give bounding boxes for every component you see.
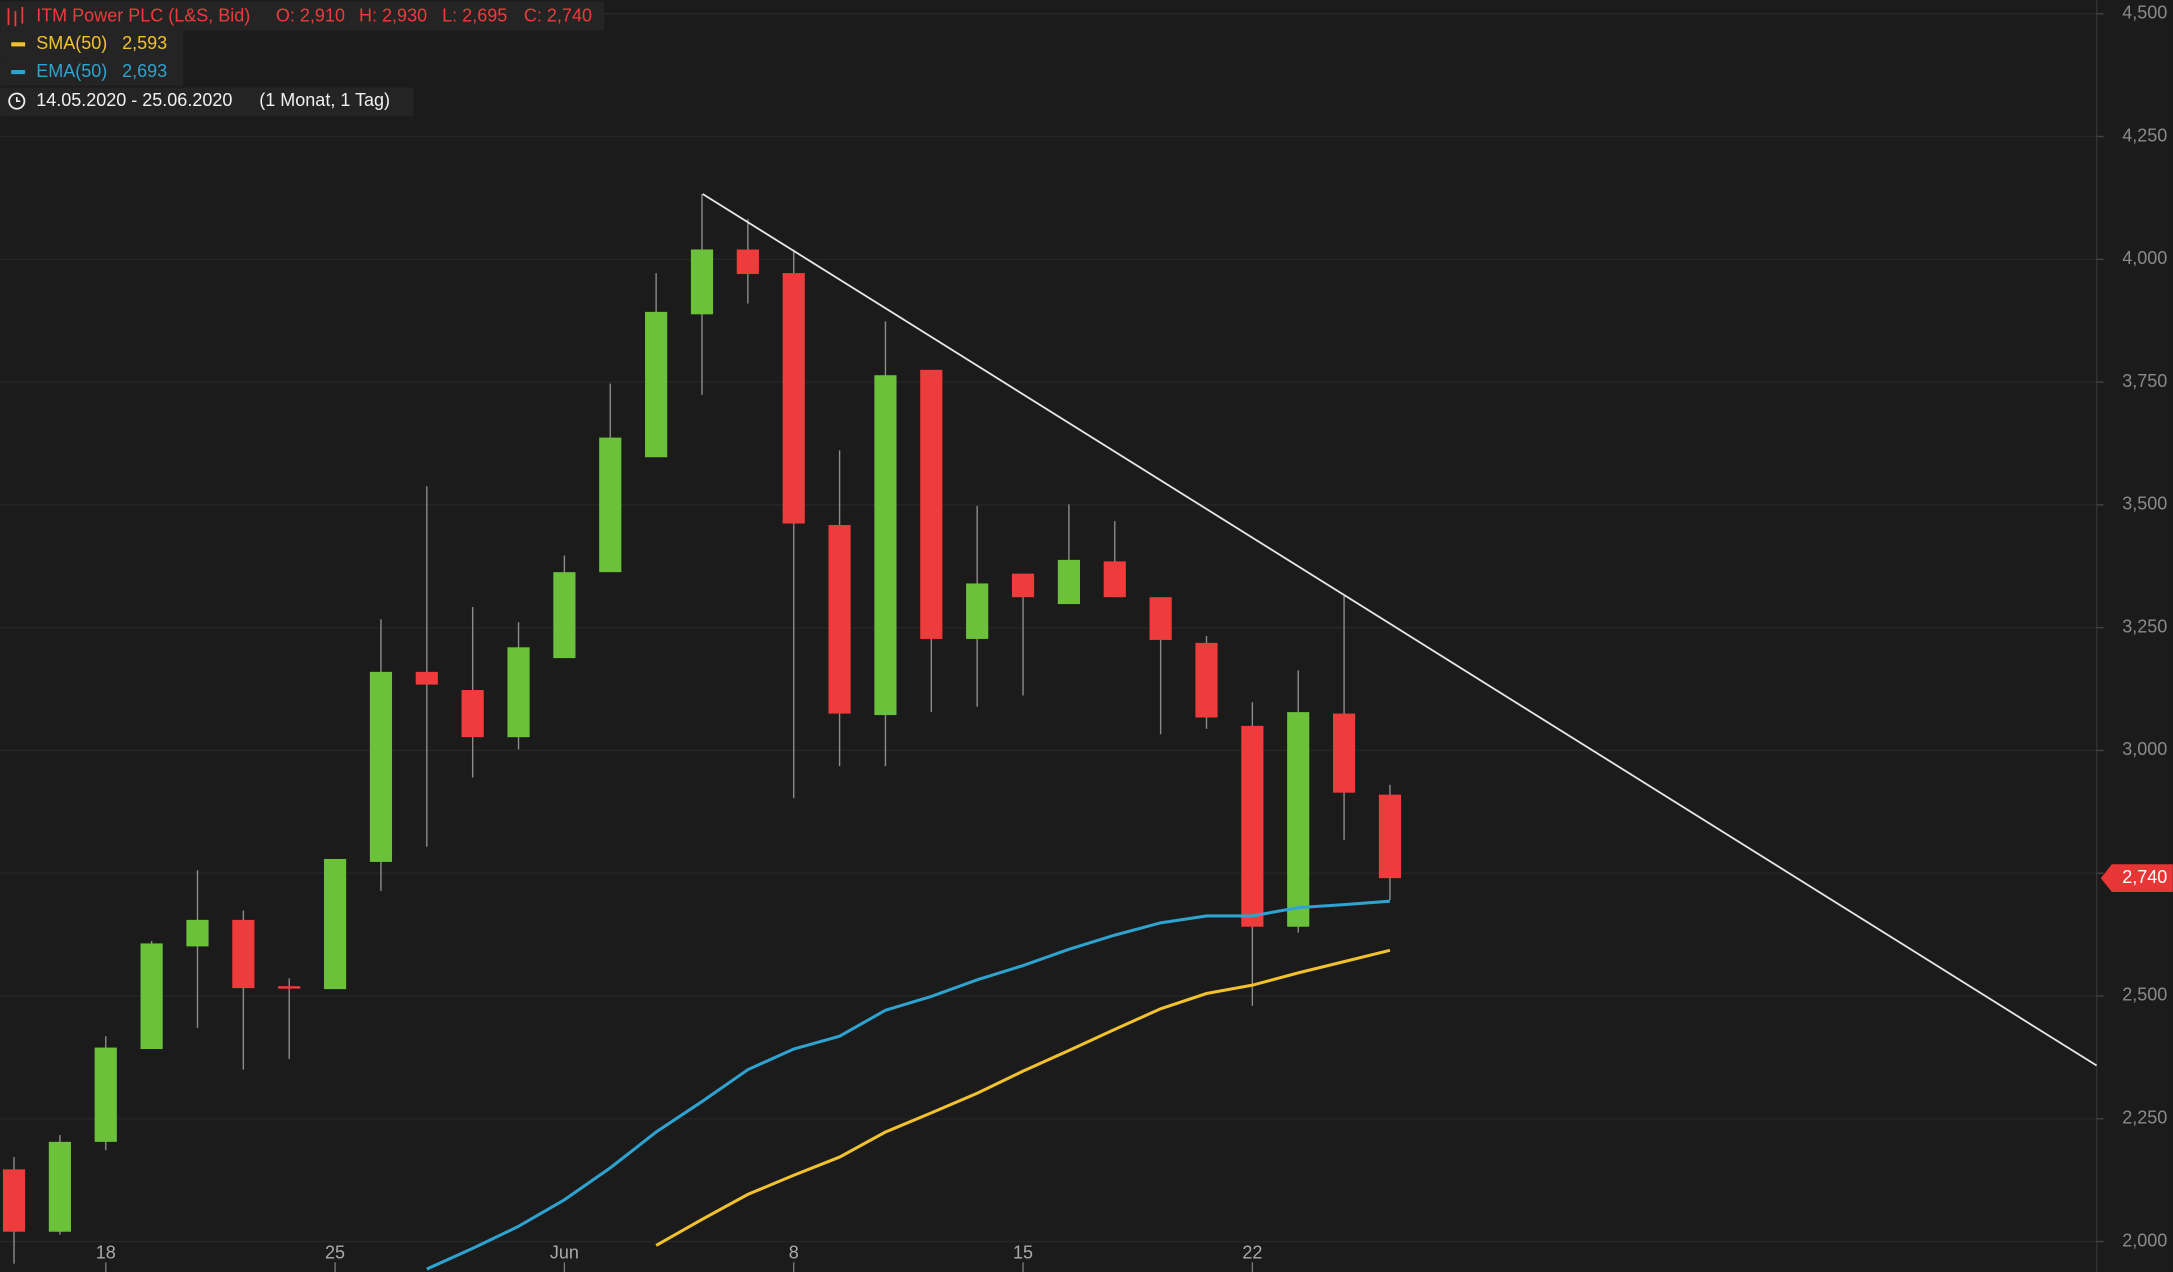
y-tick-label: 3,000 — [2122, 739, 2167, 759]
candle-body — [736, 249, 759, 275]
legend-swatch — [11, 42, 26, 47]
indicator-line — [655, 948, 1391, 1247]
indicator-line — [426, 899, 1391, 1271]
candle-body — [1287, 712, 1310, 927]
candle-body — [48, 1141, 71, 1232]
ohlc-label: C: 2,740 — [524, 5, 592, 25]
candle-body — [645, 311, 668, 458]
y-axis: 2,0002,2502,5002,7503,0003,2503,5003,750… — [2096, 3, 2173, 1250]
candle-body — [232, 919, 255, 989]
candle-body — [828, 525, 851, 714]
y-tick-label: 3,750 — [2122, 371, 2167, 391]
x-tick-label: Jun — [550, 1243, 579, 1263]
ohlc-icon — [7, 6, 24, 27]
candle-body — [1057, 559, 1080, 605]
legend-name: SMA(50) — [36, 33, 107, 53]
x-tick-label: 18 — [96, 1243, 116, 1263]
y-tick-label: 4,500 — [2122, 3, 2167, 23]
date-bg — [0, 87, 414, 117]
date-info: 14.05.2020 - 25.06.2020 (1 Monat, 1 Tag) — [36, 90, 390, 110]
candle-body — [1378, 794, 1402, 879]
candle-body — [507, 647, 530, 738]
candle-body — [461, 690, 484, 738]
header-bg — [0, 1, 605, 31]
ohlc-label: O: 2,910 — [276, 5, 345, 25]
candle-body — [966, 583, 989, 639]
candle-body — [278, 986, 301, 989]
candle-body — [2, 1169, 26, 1232]
candle-body — [323, 858, 347, 990]
x-tick-label: 25 — [325, 1243, 345, 1263]
date-range: 14.05.2020 - 25.06.2020 — [36, 90, 232, 110]
y-tick-label: 4,250 — [2122, 125, 2167, 145]
candle-body — [1333, 713, 1356, 793]
candle-body — [1241, 725, 1264, 927]
clock-icon — [8, 92, 26, 110]
y-tick-label: 2,500 — [2122, 985, 2167, 1005]
candle-body — [94, 1047, 117, 1142]
y-tick-label: 4,000 — [2122, 248, 2167, 268]
candle-body — [782, 273, 805, 524]
interval: (1 Monat, 1 Tag) — [259, 90, 390, 110]
ohlc-label: L: 2,695 — [442, 5, 507, 25]
x-tick-label: 8 — [789, 1243, 799, 1263]
y-tick-label: 2,250 — [2122, 1108, 2167, 1128]
candle-body — [1149, 597, 1172, 640]
y-tick-label: 3,500 — [2122, 494, 2167, 514]
y-tick-label: 3,250 — [2122, 616, 2167, 636]
candle-body — [1195, 642, 1218, 718]
ohlc-label: H: 2,930 — [359, 5, 427, 25]
legend-bg — [0, 58, 184, 86]
price-tag-label: 2,740 — [2122, 867, 2167, 887]
legend-name: EMA(50) — [36, 61, 107, 81]
candle-body — [1011, 573, 1035, 598]
x-tick-label: 22 — [1242, 1243, 1262, 1263]
candle-body — [369, 671, 393, 862]
x-axis: 18 25 Jun 8 15 22 — [96, 1243, 1262, 1272]
legend-value: 2,593 — [122, 33, 167, 53]
legend-bg — [0, 30, 184, 59]
trendline — [702, 193, 2098, 1067]
candle-body — [415, 671, 438, 685]
header: ITM Power PLC (L&S, Bid) O: 2,910 H: 2,9… — [36, 5, 592, 25]
candle-body — [140, 943, 163, 1050]
candle-body — [186, 919, 209, 947]
candle-body — [599, 437, 622, 573]
y-tick-label: 2,000 — [2122, 1230, 2167, 1250]
candle-body — [920, 369, 943, 639]
candle-body — [874, 375, 897, 716]
legend: SMA(50) 2,593 EMA(50) 2,693 — [0, 30, 184, 86]
candle-body — [690, 249, 714, 315]
legend-swatch — [11, 69, 26, 75]
plot — [2, 193, 1402, 1271]
x-tick-label: 15 — [1013, 1243, 1033, 1263]
chart-title: ITM Power PLC (L&S, Bid) — [36, 5, 250, 25]
clock-hands — [15, 96, 21, 102]
legend-value: 2,693 — [122, 61, 167, 81]
candle-body — [1103, 561, 1126, 598]
price-tag — [2100, 864, 2173, 892]
candle-body — [553, 572, 576, 659]
